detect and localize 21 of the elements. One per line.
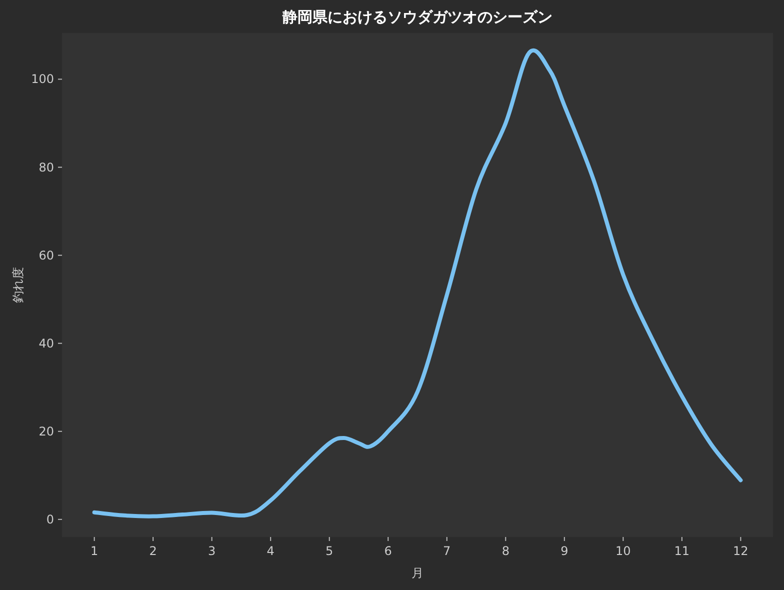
x-tick-label: 1 [90, 544, 98, 558]
x-tick-label: 9 [560, 544, 568, 558]
x-tick-label: 7 [443, 544, 451, 558]
x-tick-label: 11 [674, 544, 690, 558]
y-tick-label: 0 [46, 512, 54, 526]
y-tick-label: 40 [38, 336, 54, 350]
x-tick-label: 10 [616, 544, 631, 558]
y-axis-title: 釣れ度 [11, 267, 25, 303]
x-axis-title: 月 [412, 566, 424, 580]
y-tick-label: 60 [38, 248, 54, 262]
x-tick-label: 4 [266, 544, 274, 558]
chart-title: 静岡県におけるソウダガツオのシーズン [282, 8, 552, 26]
y-tick-label: 20 [38, 424, 54, 438]
x-tick-label: 3 [208, 544, 216, 558]
x-tick-label: 6 [384, 544, 392, 558]
x-tick-label: 2 [149, 544, 157, 558]
x-tick-label: 12 [733, 544, 748, 558]
x-tick-label: 5 [326, 544, 334, 558]
y-tick-label: 80 [38, 160, 54, 174]
x-tick-label: 8 [502, 544, 510, 558]
y-tick-label: 100 [31, 72, 54, 86]
